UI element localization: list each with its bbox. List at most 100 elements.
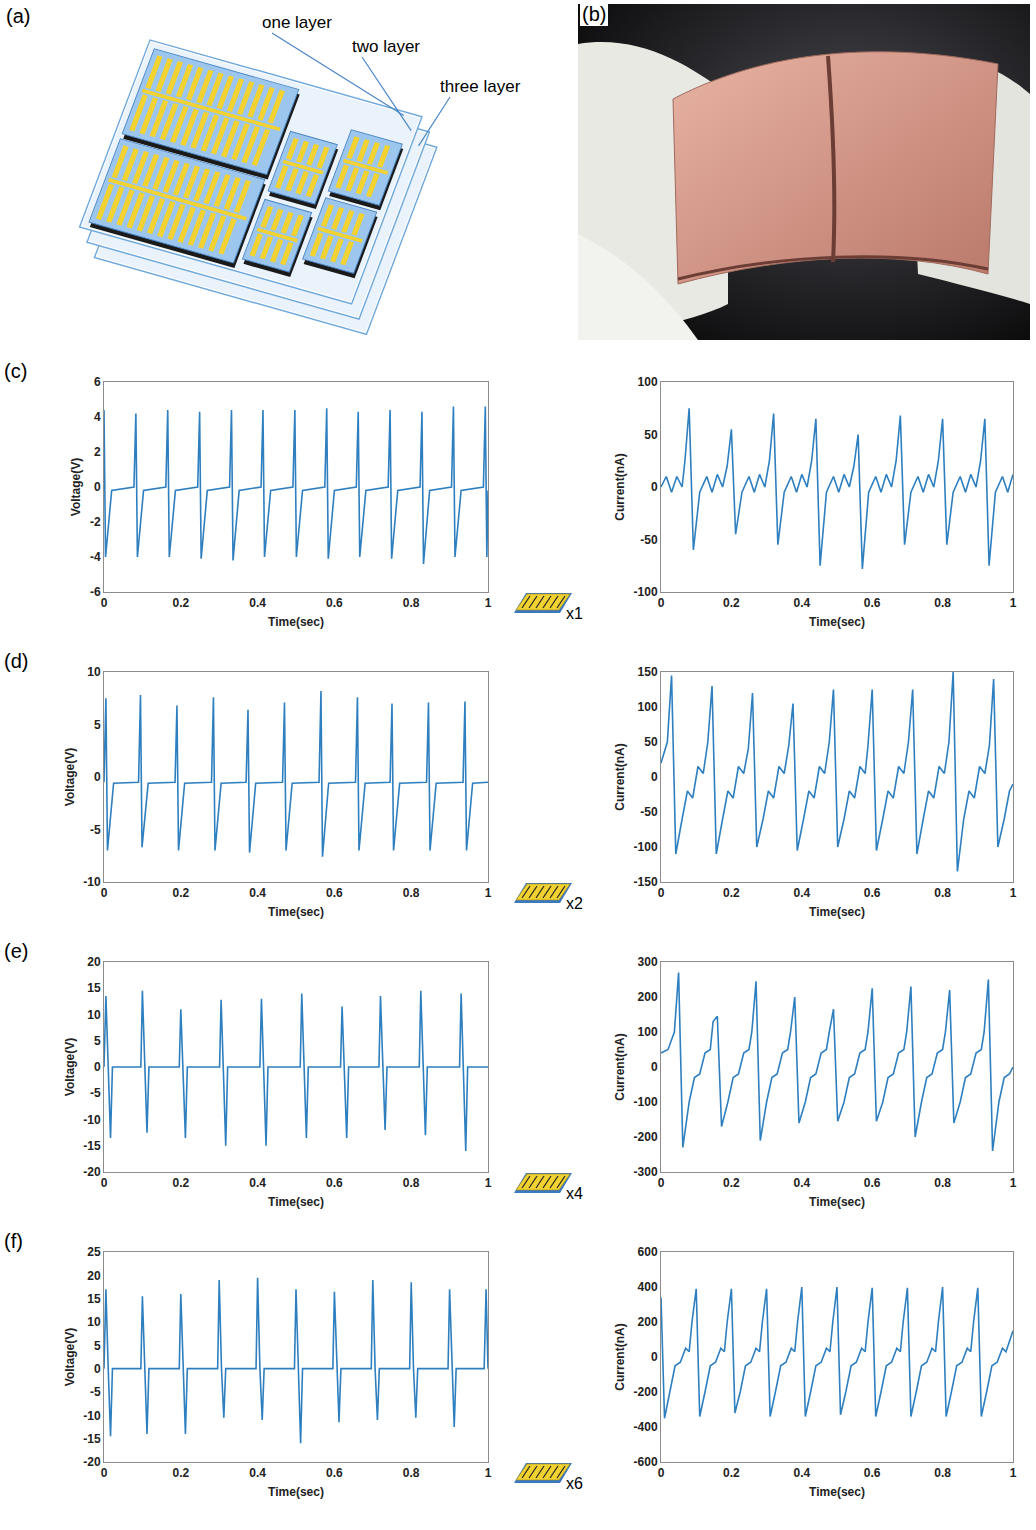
svg-text:0.4: 0.4: [249, 596, 266, 610]
svg-text:-5: -5: [90, 1385, 101, 1399]
svg-text:1: 1: [485, 596, 492, 610]
svg-text:Time(sec): Time(sec): [268, 1195, 324, 1209]
svg-text:Time(sec): Time(sec): [268, 905, 324, 919]
svg-text:1: 1: [1010, 596, 1017, 610]
svg-text:20: 20: [87, 955, 101, 969]
svg-text:400: 400: [638, 1280, 658, 1294]
svg-text:0.8: 0.8: [934, 1466, 951, 1480]
svg-text:Time(sec): Time(sec): [809, 1195, 865, 1209]
svg-text:Voltage(V): Voltage(V): [69, 458, 83, 516]
svg-text:15: 15: [87, 981, 101, 995]
svg-text:0.6: 0.6: [326, 1176, 343, 1190]
svg-text:three layer: three layer: [440, 77, 521, 96]
svg-text:0.4: 0.4: [249, 1176, 266, 1190]
svg-text:0: 0: [658, 1176, 665, 1190]
svg-text:0: 0: [651, 770, 658, 784]
svg-text:0.4: 0.4: [793, 1466, 810, 1480]
svg-text:-5: -5: [90, 1086, 101, 1100]
svg-text:0: 0: [94, 770, 101, 784]
svg-text:0.8: 0.8: [403, 596, 420, 610]
svg-text:0.6: 0.6: [326, 596, 343, 610]
svg-text:0.2: 0.2: [723, 1176, 740, 1190]
svg-text:2: 2: [94, 445, 101, 459]
svg-text:0.8: 0.8: [934, 1176, 951, 1190]
svg-text:one layer: one layer: [262, 13, 332, 32]
svg-text:0: 0: [101, 1176, 108, 1190]
svg-text:Voltage(V): Voltage(V): [63, 1038, 77, 1096]
svg-text:20: 20: [87, 1269, 101, 1283]
svg-text:0.2: 0.2: [723, 596, 740, 610]
svg-text:0: 0: [658, 1466, 665, 1480]
svg-text:0.2: 0.2: [172, 886, 189, 900]
svg-text:100: 100: [638, 700, 658, 714]
svg-text:10: 10: [87, 1008, 101, 1022]
svg-text:1: 1: [1010, 886, 1017, 900]
svg-text:0.6: 0.6: [326, 1466, 343, 1480]
svg-text:150: 150: [638, 665, 658, 679]
svg-text:200: 200: [638, 990, 658, 1004]
svg-text:0.2: 0.2: [172, 596, 189, 610]
svg-text:-10: -10: [83, 1409, 101, 1423]
svg-text:Current(nA): Current(nA): [613, 1323, 627, 1390]
svg-text:0.8: 0.8: [403, 1176, 420, 1190]
svg-text:Time(sec): Time(sec): [268, 1485, 324, 1499]
svg-text:0: 0: [658, 886, 665, 900]
svg-text:Time(sec): Time(sec): [809, 1485, 865, 1499]
svg-text:100: 100: [638, 1025, 658, 1039]
svg-text:two layer: two layer: [352, 37, 420, 56]
svg-text:Current(nA): Current(nA): [613, 453, 627, 520]
svg-text:0.4: 0.4: [249, 886, 266, 900]
svg-text:1: 1: [485, 1466, 492, 1480]
svg-text:0: 0: [94, 1362, 101, 1376]
svg-text:1: 1: [1010, 1466, 1017, 1480]
svg-text:0.6: 0.6: [326, 886, 343, 900]
svg-text:0.6: 0.6: [864, 886, 881, 900]
svg-text:10: 10: [87, 665, 101, 679]
svg-text:-100: -100: [634, 1095, 658, 1109]
svg-text:5: 5: [94, 1339, 101, 1353]
svg-text:Current(nA): Current(nA): [613, 743, 627, 810]
svg-text:-6: -6: [90, 585, 101, 599]
svg-text:Time(sec): Time(sec): [268, 615, 324, 629]
svg-text:-15: -15: [83, 1432, 101, 1446]
svg-text:Time(sec): Time(sec): [809, 615, 865, 629]
svg-text:50: 50: [644, 428, 658, 442]
svg-text:-2: -2: [90, 515, 101, 529]
svg-text:-400: -400: [634, 1420, 658, 1434]
svg-text:0: 0: [94, 1060, 101, 1074]
svg-text:200: 200: [638, 1315, 658, 1329]
svg-text:0.2: 0.2: [172, 1176, 189, 1190]
svg-text:0: 0: [651, 1350, 658, 1364]
svg-text:0.6: 0.6: [864, 1176, 881, 1190]
svg-text:0.8: 0.8: [934, 596, 951, 610]
svg-text:-150: -150: [634, 875, 658, 889]
svg-text:0: 0: [658, 596, 665, 610]
svg-text:-50: -50: [640, 805, 658, 819]
svg-text:0: 0: [101, 1466, 108, 1480]
svg-text:-15: -15: [83, 1139, 101, 1153]
svg-text:0: 0: [101, 886, 108, 900]
svg-text:4: 4: [94, 410, 101, 424]
svg-text:0: 0: [94, 480, 101, 494]
svg-text:300: 300: [638, 955, 658, 969]
svg-text:1: 1: [485, 1176, 492, 1190]
svg-text:0.4: 0.4: [249, 1466, 266, 1480]
svg-text:0.6: 0.6: [864, 596, 881, 610]
svg-text:-100: -100: [634, 585, 658, 599]
svg-text:-10: -10: [83, 875, 101, 889]
svg-text:-20: -20: [83, 1455, 101, 1469]
svg-text:-50: -50: [640, 533, 658, 547]
svg-text:-600: -600: [634, 1455, 658, 1469]
svg-text:Voltage(V): Voltage(V): [63, 748, 77, 806]
svg-text:0.4: 0.4: [793, 886, 810, 900]
svg-text:-10: -10: [83, 1113, 101, 1127]
svg-text:0: 0: [101, 596, 108, 610]
svg-text:0.2: 0.2: [723, 1466, 740, 1480]
svg-text:0.2: 0.2: [172, 1466, 189, 1480]
svg-text:Voltage(V): Voltage(V): [63, 1328, 77, 1386]
svg-text:-4: -4: [90, 550, 101, 564]
svg-text:5: 5: [94, 1034, 101, 1048]
svg-text:-5: -5: [90, 823, 101, 837]
svg-text:10: 10: [87, 1315, 101, 1329]
svg-text:5: 5: [94, 718, 101, 732]
